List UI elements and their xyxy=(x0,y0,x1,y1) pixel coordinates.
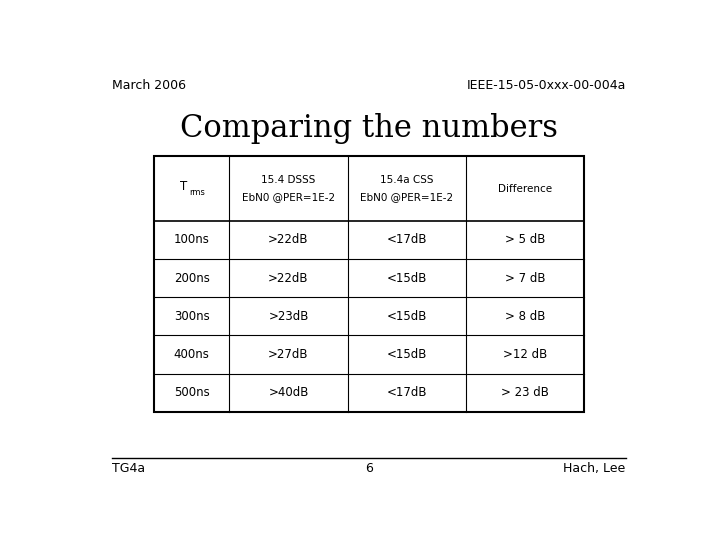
Text: Comparing the numbers: Comparing the numbers xyxy=(180,113,558,144)
Text: 15.4 DSSS: 15.4 DSSS xyxy=(261,175,315,185)
Text: <17dB: <17dB xyxy=(387,233,427,246)
Text: <15dB: <15dB xyxy=(387,348,427,361)
Text: 300ns: 300ns xyxy=(174,310,210,323)
Text: <17dB: <17dB xyxy=(387,386,427,400)
Text: >27dB: >27dB xyxy=(268,348,309,361)
Text: <15dB: <15dB xyxy=(387,310,427,323)
Text: T: T xyxy=(180,180,187,193)
Text: 6: 6 xyxy=(365,462,373,475)
Text: Difference: Difference xyxy=(498,184,552,193)
Text: > 8 dB: > 8 dB xyxy=(505,310,545,323)
Text: EbN0 @PER=1E-2: EbN0 @PER=1E-2 xyxy=(360,192,453,202)
Text: Hach, Lee: Hach, Lee xyxy=(564,462,626,475)
Text: 100ns: 100ns xyxy=(174,233,210,246)
Text: >23dB: >23dB xyxy=(269,310,309,323)
Text: rms: rms xyxy=(189,188,205,197)
Text: IEEE-15-05-0xxx-00-004a: IEEE-15-05-0xxx-00-004a xyxy=(467,79,626,92)
Text: 200ns: 200ns xyxy=(174,272,210,285)
Bar xyxy=(154,156,584,412)
Text: >22dB: >22dB xyxy=(268,233,309,246)
Text: 15.4a CSS: 15.4a CSS xyxy=(380,175,433,185)
Text: > 23 dB: > 23 dB xyxy=(501,386,549,400)
Text: March 2006: March 2006 xyxy=(112,79,186,92)
Text: > 5 dB: > 5 dB xyxy=(505,233,545,246)
Text: >12 dB: >12 dB xyxy=(503,348,547,361)
Text: > 7 dB: > 7 dB xyxy=(505,272,545,285)
Text: >22dB: >22dB xyxy=(268,272,309,285)
Text: >40dB: >40dB xyxy=(269,386,309,400)
Text: EbN0 @PER=1E-2: EbN0 @PER=1E-2 xyxy=(242,192,335,202)
Text: 500ns: 500ns xyxy=(174,386,210,400)
Text: TG4a: TG4a xyxy=(112,462,145,475)
Text: 400ns: 400ns xyxy=(174,348,210,361)
Text: <15dB: <15dB xyxy=(387,272,427,285)
